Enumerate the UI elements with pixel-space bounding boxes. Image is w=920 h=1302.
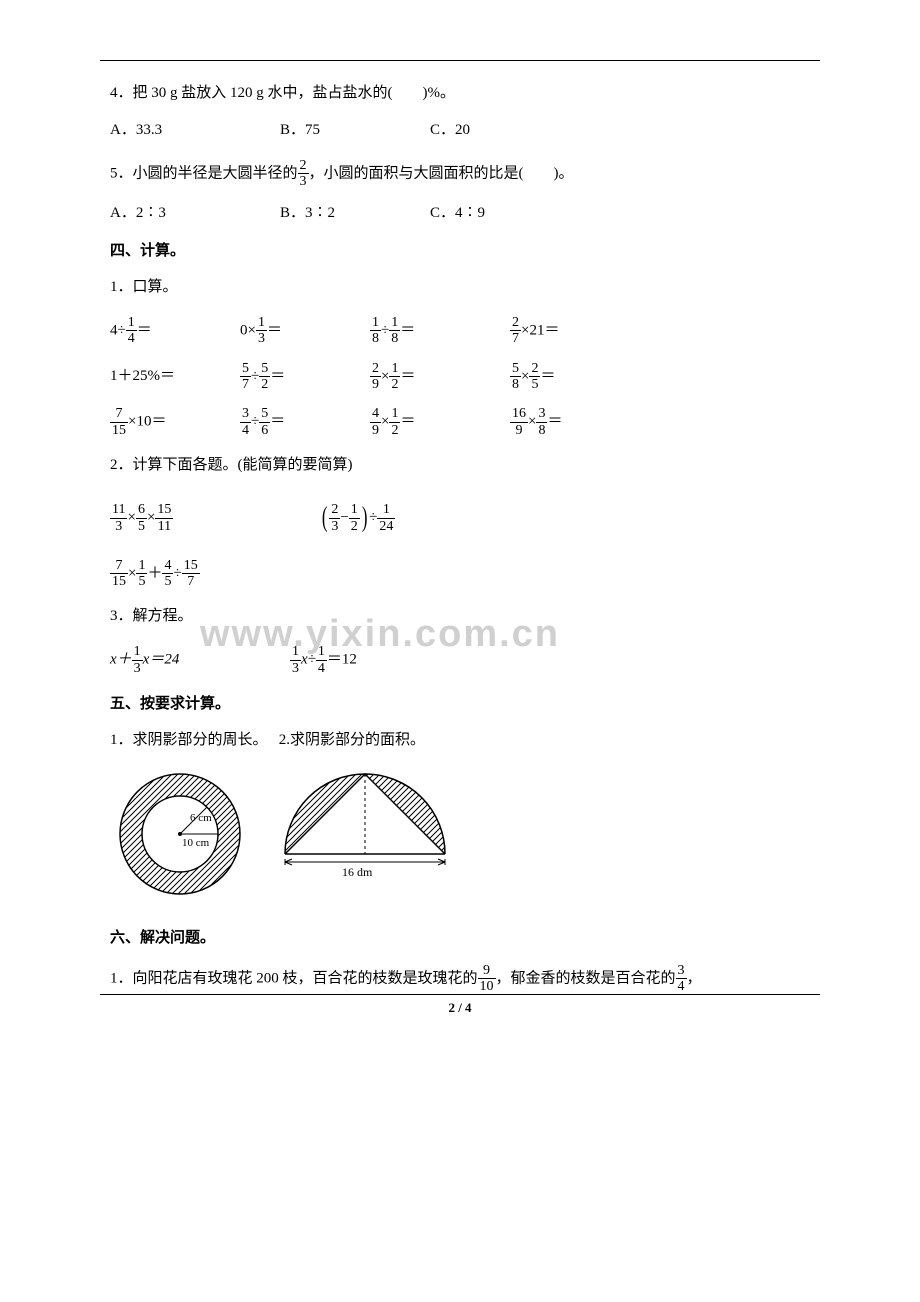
- mental-cell: 0×13＝: [240, 315, 370, 347]
- q5-choice-c: C．4∶9: [430, 200, 485, 227]
- section6-q1: 1．向阳花店有玫瑰花 200 枝，百合花的枝数是玫瑰花的910，郁金香的枝数是百…: [110, 963, 810, 995]
- calc-row1: 113×65×1511 (23−12)÷124: [110, 493, 810, 543]
- mental-cell: 29×12＝: [370, 361, 510, 393]
- mental-cell: 1＋25%＝: [110, 363, 240, 390]
- page-content: 4．把 30 g 盐放入 120 g 水中，盐占盐水的( )%。 A．33.3 …: [110, 80, 810, 995]
- page-number: 2 / 4: [0, 996, 920, 1019]
- fig1-inner-label: 6 cm: [190, 812, 212, 824]
- eq1: x＋13x＝24: [110, 644, 290, 676]
- q5-frac: 23: [298, 158, 309, 190]
- calc-row2: 715×15＋45÷157: [110, 558, 810, 590]
- q4-choice-a: A．33.3: [110, 117, 280, 144]
- q5-pre: 5．小圆的半径是大圆半径的: [110, 165, 298, 181]
- fig2-label: 16 dm: [342, 865, 373, 879]
- mental-row: 1＋25%＝57÷52＝29×12＝58×25＝: [110, 361, 810, 393]
- section4-part3-label: 3．解方程。: [110, 603, 810, 630]
- mental-cell: 4÷14＝: [110, 315, 240, 347]
- section5-title: 五、按要求计算。: [110, 690, 810, 717]
- page-top-rule: [100, 60, 820, 61]
- mental-cell: 27×21＝: [510, 315, 650, 347]
- q4-text: 4．把 30 g 盐放入 120 g 水中，盐占盐水的( )%。: [110, 80, 810, 107]
- mental-cell: 169×38＝: [510, 406, 650, 438]
- q5-choices: A．2∶3 B．3∶2 C．4∶9: [110, 200, 810, 227]
- q4-choice-b: B．75: [280, 117, 430, 144]
- section4-title: 四、计算。: [110, 237, 810, 264]
- mental-cell: 34÷56＝: [240, 406, 370, 438]
- mental-calc-rows: 4÷14＝0×13＝18÷18＝27×21＝ 1＋25%＝57÷52＝29×12＝…: [110, 315, 810, 438]
- section4-part2-label: 2．计算下面各题。(能简算的要简算): [110, 452, 810, 479]
- section6-title: 六、解决问题。: [110, 924, 810, 951]
- section4-part1-label: 1．口算。: [110, 274, 810, 301]
- calc-eq3: 715×15＋45÷157: [110, 558, 200, 590]
- calc-eq1: 113×65×1511: [110, 502, 320, 534]
- q5-choice-b: B．3∶2: [280, 200, 430, 227]
- figure-annulus: 6 cm 10 cm: [110, 764, 250, 904]
- figures: 6 cm 10 cm 16 dm: [110, 764, 810, 904]
- mental-cell: 715×10＝: [110, 406, 240, 438]
- mental-cell: 18÷18＝: [370, 315, 510, 347]
- section5-label: 1．求阴影部分的周长。 2.求阴影部分的面积。: [110, 727, 810, 754]
- q5-post: ，小圆的面积与大圆面积的比是( )。: [309, 165, 574, 181]
- mental-cell: 58×25＝: [510, 361, 650, 393]
- equation-row: x＋13x＝24 13x÷14＝12: [110, 644, 810, 676]
- mental-cell: 49×12＝: [370, 406, 510, 438]
- calc-eq2: (23−12)÷124: [320, 493, 395, 543]
- q4-choices: A．33.3 B．75 C．20: [110, 117, 810, 144]
- eq2: 13x÷14＝12: [290, 644, 357, 676]
- mental-cell: 57÷52＝: [240, 361, 370, 393]
- figure-semicircle: 16 dm: [270, 764, 460, 884]
- q5-choice-a: A．2∶3: [110, 200, 280, 227]
- q5-text: 5．小圆的半径是大圆半径的23，小圆的面积与大圆面积的比是( )。: [110, 158, 810, 190]
- q4-choice-c: C．20: [430, 117, 470, 144]
- mental-row: 4÷14＝0×13＝18÷18＝27×21＝: [110, 315, 810, 347]
- mental-row: 715×10＝34÷56＝49×12＝169×38＝: [110, 406, 810, 438]
- fig1-outer-label: 10 cm: [182, 837, 210, 849]
